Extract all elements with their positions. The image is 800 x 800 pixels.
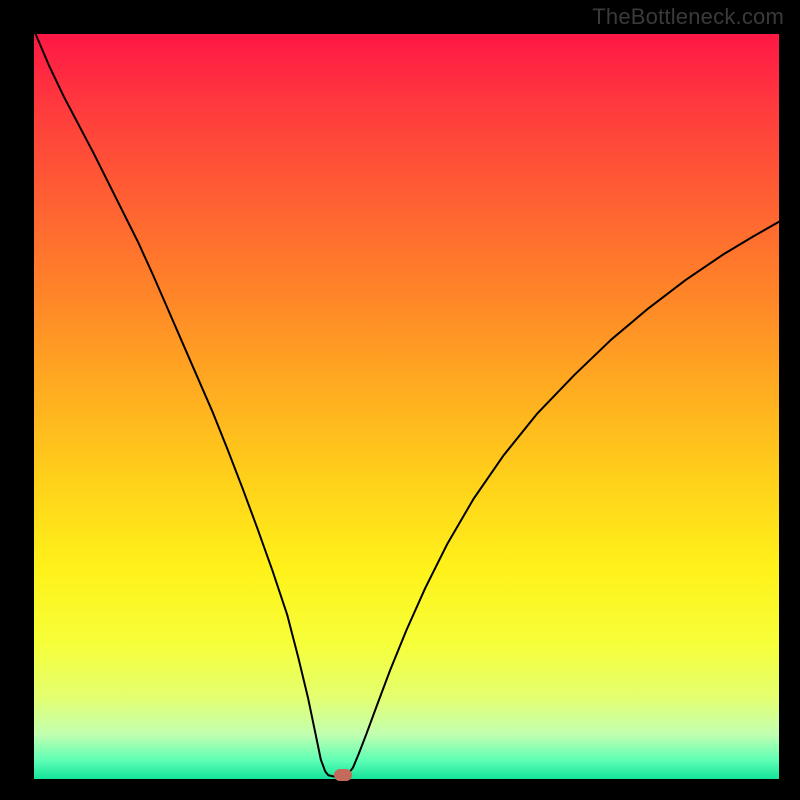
plot-area — [34, 34, 779, 779]
chart-root: TheBottleneck.com — [0, 0, 800, 800]
watermark-text: TheBottleneck.com — [592, 4, 784, 30]
data-marker — [334, 769, 352, 781]
curve — [34, 34, 779, 779]
